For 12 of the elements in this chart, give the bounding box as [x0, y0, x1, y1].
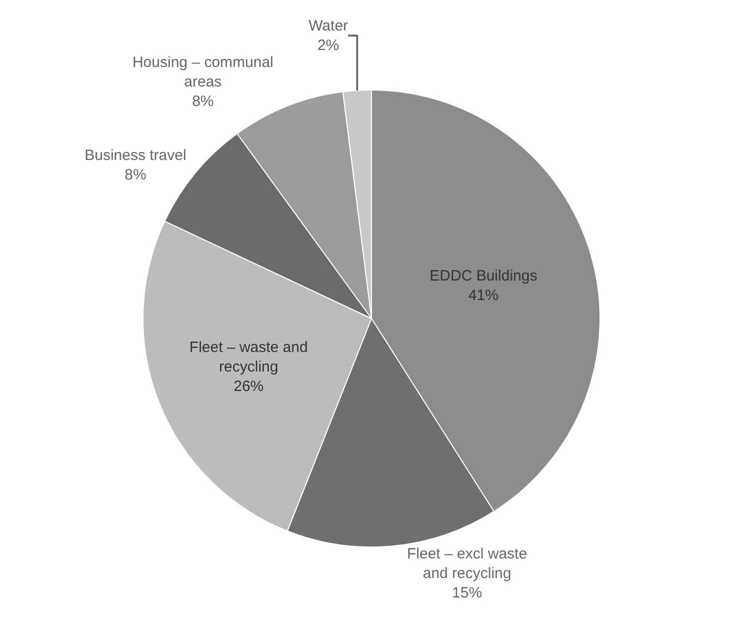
data-label: 8%: [124, 166, 146, 184]
slice-label: Fleet – excl waste and recycling: [407, 546, 528, 582]
data-label: 2%: [317, 36, 340, 54]
slice-label: EDDC Buildings: [430, 268, 538, 285]
data-label: 26%: [234, 378, 264, 396]
slice-label: Water: [308, 17, 348, 34]
data-label: 41%: [468, 287, 498, 304]
data-label: 15%: [452, 584, 482, 602]
slice-label: Fleet – waste and recycling: [189, 339, 308, 376]
slice-label: Housing – communal areas: [132, 54, 274, 90]
slice-label: Business travel: [84, 147, 186, 164]
data-label: 8%: [192, 92, 214, 110]
